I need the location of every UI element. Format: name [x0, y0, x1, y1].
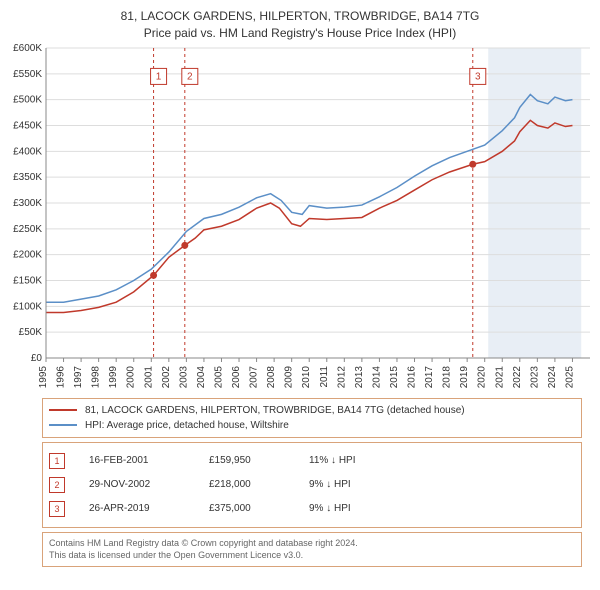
legend-item: HPI: Average price, detached house, Wilt… [49, 418, 575, 433]
svg-text:£300K: £300K [13, 198, 42, 209]
sales-table: 1 16-FEB-2001£159,95011% ↓ HPI 2 29-NOV-200… [42, 442, 582, 528]
svg-text:2009: 2009 [284, 365, 295, 388]
svg-text:1995: 1995 [38, 365, 49, 388]
sale-row: 3 26-APR-2019£375,0009% ↓ HPI [49, 497, 575, 521]
svg-text:2001: 2001 [143, 365, 154, 388]
sale-delta: 9% ↓ HPI [309, 503, 429, 514]
svg-text:2004: 2004 [196, 365, 207, 388]
svg-text:£0: £0 [31, 353, 43, 364]
svg-text:2008: 2008 [266, 365, 277, 388]
sale-delta: 11% ↓ HPI [309, 455, 429, 466]
svg-text:1998: 1998 [91, 365, 102, 388]
sale-date: 26-APR-2019 [89, 503, 209, 514]
copyright-notice: Contains HM Land Registry data © Crown c… [42, 532, 582, 567]
sale-price: £218,000 [209, 479, 309, 490]
svg-text:2012: 2012 [336, 365, 347, 388]
svg-text:2010: 2010 [301, 365, 312, 388]
title-line1: 81, LACOCK GARDENS, HILPERTON, TROWBRIDG… [0, 8, 600, 25]
legend: 81, LACOCK GARDENS, HILPERTON, TROWBRIDG… [42, 398, 582, 438]
sale-price: £375,000 [209, 503, 309, 514]
title-line2: Price paid vs. HM Land Registry's House … [0, 25, 600, 42]
svg-text:1: 1 [156, 71, 162, 82]
svg-text:£400K: £400K [13, 146, 42, 157]
svg-text:£250K: £250K [13, 223, 42, 234]
svg-text:2011: 2011 [319, 365, 330, 387]
svg-text:£350K: £350K [13, 172, 42, 183]
svg-text:£100K: £100K [13, 301, 42, 312]
sale-marker-number: 2 [49, 477, 65, 493]
svg-text:2018: 2018 [442, 365, 453, 388]
svg-text:£550K: £550K [13, 68, 42, 79]
svg-text:1999: 1999 [108, 365, 119, 388]
svg-text:2014: 2014 [371, 365, 382, 388]
svg-text:2003: 2003 [178, 365, 189, 388]
legend-item: 81, LACOCK GARDENS, HILPERTON, TROWBRIDG… [49, 403, 575, 418]
svg-text:2017: 2017 [424, 365, 435, 388]
legend-label: 81, LACOCK GARDENS, HILPERTON, TROWBRIDG… [85, 403, 465, 418]
svg-text:£200K: £200K [13, 249, 42, 260]
price-chart: £0 £50K £100K £150K £200K £250K £300K £350K £400… [0, 42, 600, 392]
svg-text:2019: 2019 [459, 365, 470, 388]
chart-svg: £0 £50K £100K £150K £200K £250K £300K £350K £400… [0, 42, 600, 392]
svg-text:2020: 2020 [477, 365, 488, 388]
sale-delta: 9% ↓ HPI [309, 479, 429, 490]
svg-text:2022: 2022 [512, 365, 523, 388]
svg-text:2016: 2016 [407, 365, 418, 388]
svg-text:1997: 1997 [73, 365, 84, 388]
sale-price: £159,950 [209, 455, 309, 466]
sale-marker-number: 3 [49, 501, 65, 517]
svg-text:2015: 2015 [389, 365, 400, 388]
sale-row: 2 29-NOV-2002£218,0009% ↓ HPI [49, 473, 575, 497]
svg-text:£150K: £150K [13, 275, 42, 286]
legend-label: HPI: Average price, detached house, Wilt… [85, 418, 289, 433]
svg-text:3: 3 [475, 71, 481, 82]
copyright-line2: This data is licensed under the Open Gov… [49, 549, 575, 562]
svg-text:2005: 2005 [213, 365, 224, 388]
sale-date: 16-FEB-2001 [89, 455, 209, 466]
svg-text:£500K: £500K [13, 94, 42, 105]
svg-text:2023: 2023 [529, 365, 540, 388]
svg-text:£450K: £450K [13, 120, 42, 131]
chart-title: 81, LACOCK GARDENS, HILPERTON, TROWBRIDG… [0, 0, 600, 42]
svg-text:2024: 2024 [547, 365, 558, 388]
svg-text:2021: 2021 [494, 365, 505, 388]
svg-text:£50K: £50K [19, 327, 43, 338]
svg-text:2002: 2002 [161, 365, 172, 388]
copyright-line1: Contains HM Land Registry data © Crown c… [49, 537, 575, 550]
svg-text:2025: 2025 [564, 365, 575, 388]
sale-row: 1 16-FEB-2001£159,95011% ↓ HPI [49, 449, 575, 473]
legend-swatch [49, 424, 77, 426]
svg-text:£600K: £600K [13, 43, 42, 54]
legend-swatch [49, 409, 77, 411]
svg-text:2006: 2006 [231, 365, 242, 388]
svg-text:2: 2 [187, 71, 193, 82]
svg-text:2013: 2013 [354, 365, 365, 388]
svg-text:2000: 2000 [126, 365, 137, 388]
sale-date: 29-NOV-2002 [89, 479, 209, 490]
sale-marker-number: 1 [49, 453, 65, 469]
svg-text:2007: 2007 [249, 365, 260, 388]
svg-text:1996: 1996 [56, 365, 67, 388]
